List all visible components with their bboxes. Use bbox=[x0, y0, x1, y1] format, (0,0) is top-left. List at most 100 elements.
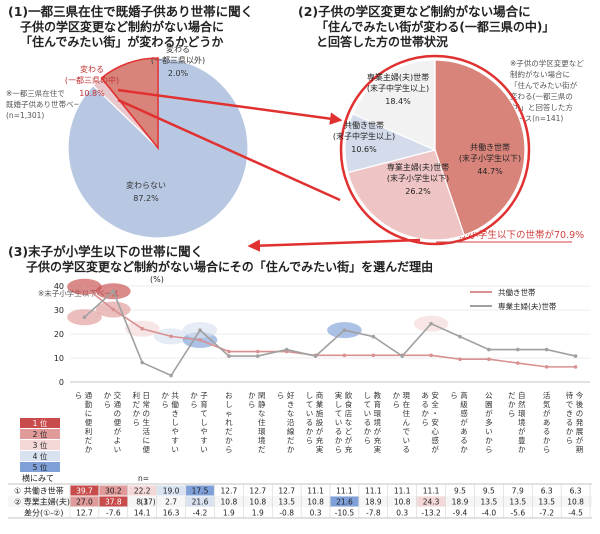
svg-text:し: し bbox=[335, 400, 343, 409]
svg-text:日: 日 bbox=[142, 391, 150, 400]
table-diff-cell: -7.6 bbox=[106, 509, 121, 518]
series-point bbox=[111, 289, 116, 294]
svg-text:ら: ら bbox=[508, 409, 516, 418]
svg-text:実: 実 bbox=[335, 390, 343, 400]
svg-text:や: や bbox=[171, 427, 179, 436]
svg-text:教: 教 bbox=[374, 390, 382, 400]
series-point bbox=[458, 357, 462, 362]
svg-text:多: 多 bbox=[485, 417, 493, 427]
svg-text:ら: ら bbox=[421, 418, 429, 427]
s2-title-line: (2)子供の学区変更など制約がない場合に bbox=[298, 4, 531, 19]
svg-text:働: 働 bbox=[171, 399, 179, 409]
table-diff-cell: -4.0 bbox=[482, 509, 497, 518]
table-n-value: (37) bbox=[140, 498, 155, 507]
table-cell: 10.8 bbox=[221, 498, 238, 507]
svg-text:が: が bbox=[316, 426, 324, 436]
s2-note-line: 変わる(一都三県の bbox=[510, 91, 573, 101]
table-cell-rank bbox=[99, 496, 128, 507]
table-diff-label: 差分(①-②) bbox=[24, 508, 63, 518]
table-cell: 12.7 bbox=[221, 487, 238, 496]
svg-text:ど: ど bbox=[345, 427, 353, 436]
s2-note-line: 制約がない場合に bbox=[510, 69, 570, 79]
svg-text:か: か bbox=[364, 427, 372, 436]
svg-text:ら: ら bbox=[132, 418, 140, 427]
svg-text:共: 共 bbox=[171, 391, 179, 400]
svg-text:在: 在 bbox=[402, 399, 410, 409]
table-cell: 24.3 bbox=[423, 498, 440, 507]
table-cell: 27.0 bbox=[76, 498, 93, 507]
table-diff-cell: 12.7 bbox=[76, 509, 93, 518]
svg-text:実: 実 bbox=[374, 444, 382, 454]
svg-text:安: 安 bbox=[431, 390, 439, 400]
series-point bbox=[371, 334, 376, 339]
svg-text:よ: よ bbox=[114, 436, 122, 445]
table-cell: 11.1 bbox=[336, 487, 353, 496]
svg-text:か: か bbox=[225, 436, 233, 445]
svg-text:の: の bbox=[576, 409, 584, 418]
s3-title-line: 子供の学区変更など制約がない場合にその「住んでみたい街」を選んだ理由 bbox=[26, 259, 433, 274]
svg-text:線: 線 bbox=[287, 426, 295, 436]
table-cell: 11.1 bbox=[307, 487, 324, 496]
callout-text: 末子が小学生以下の世帯が70.9% bbox=[440, 229, 584, 241]
svg-text:て: て bbox=[335, 409, 343, 418]
svg-text:気: 気 bbox=[543, 399, 551, 409]
svg-text:育: 育 bbox=[200, 399, 208, 409]
series-point bbox=[140, 360, 145, 365]
svg-text:れ: れ bbox=[225, 418, 233, 427]
svg-text:で: で bbox=[566, 400, 574, 409]
svg-text:店: 店 bbox=[345, 408, 353, 418]
svg-text:環: 環 bbox=[518, 409, 526, 418]
s3-title-line: (3)末子が小学生以下の世帯に聞く bbox=[8, 244, 203, 259]
svg-text:飲: 飲 bbox=[345, 390, 353, 400]
table-cell: 7.9 bbox=[512, 487, 524, 496]
svg-text:ら: ら bbox=[364, 436, 372, 445]
table-cell-rank bbox=[70, 485, 99, 496]
table-cell: 19.0 bbox=[163, 487, 180, 496]
table-cell: 9.5 bbox=[483, 487, 495, 496]
svg-text:ら: ら bbox=[190, 400, 198, 409]
svg-text:ら: ら bbox=[566, 436, 574, 445]
svg-text:食: 食 bbox=[345, 399, 353, 409]
svg-text:が: が bbox=[431, 444, 439, 454]
table-cell: 10.8 bbox=[394, 498, 411, 507]
pie-chart-household: 共働き世帯(末子小学生以下)44.7%専業主婦(夫)世帯(末子小学生以下)26.… bbox=[333, 59, 526, 241]
svg-text:か: か bbox=[190, 391, 198, 400]
table-cell: 17.5 bbox=[192, 487, 209, 496]
series-point bbox=[227, 349, 231, 354]
table-cell: 39.7 bbox=[76, 487, 93, 496]
svg-text:し: し bbox=[306, 391, 314, 400]
svg-text:充: 充 bbox=[374, 435, 382, 445]
svg-text:好: 好 bbox=[287, 390, 295, 400]
rank-legend-label: 2 位 bbox=[33, 429, 48, 439]
table-cell: 22.2 bbox=[134, 487, 151, 496]
series-point bbox=[169, 334, 173, 339]
svg-text:る: る bbox=[364, 418, 372, 427]
svg-text:・: ・ bbox=[431, 409, 439, 418]
svg-text:す: す bbox=[200, 436, 208, 445]
table-row-label: ② 専業主婦(夫)世帯 bbox=[14, 497, 86, 507]
svg-text:か: か bbox=[566, 427, 574, 436]
svg-text:あ: あ bbox=[421, 391, 429, 400]
svg-text:か: か bbox=[421, 409, 429, 418]
svg-text:だ: だ bbox=[287, 436, 295, 445]
table-row-label: ① 共働き世帯 bbox=[14, 486, 64, 496]
pie-value-label: 26.2% bbox=[405, 187, 431, 196]
table-cell: 10.8 bbox=[249, 498, 266, 507]
y-tick-label: 30 bbox=[54, 306, 64, 315]
series-point bbox=[82, 315, 87, 320]
svg-text:て: て bbox=[200, 409, 208, 418]
svg-text:か: か bbox=[543, 436, 551, 445]
pie-slice-label: 専業主婦(夫)世帯 bbox=[387, 162, 449, 172]
svg-text:住: 住 bbox=[258, 417, 266, 427]
svg-text:に: に bbox=[85, 409, 93, 418]
svg-text:ら: ら bbox=[543, 445, 551, 454]
svg-text:生: 生 bbox=[142, 417, 150, 427]
svg-text:期: 期 bbox=[576, 445, 584, 454]
